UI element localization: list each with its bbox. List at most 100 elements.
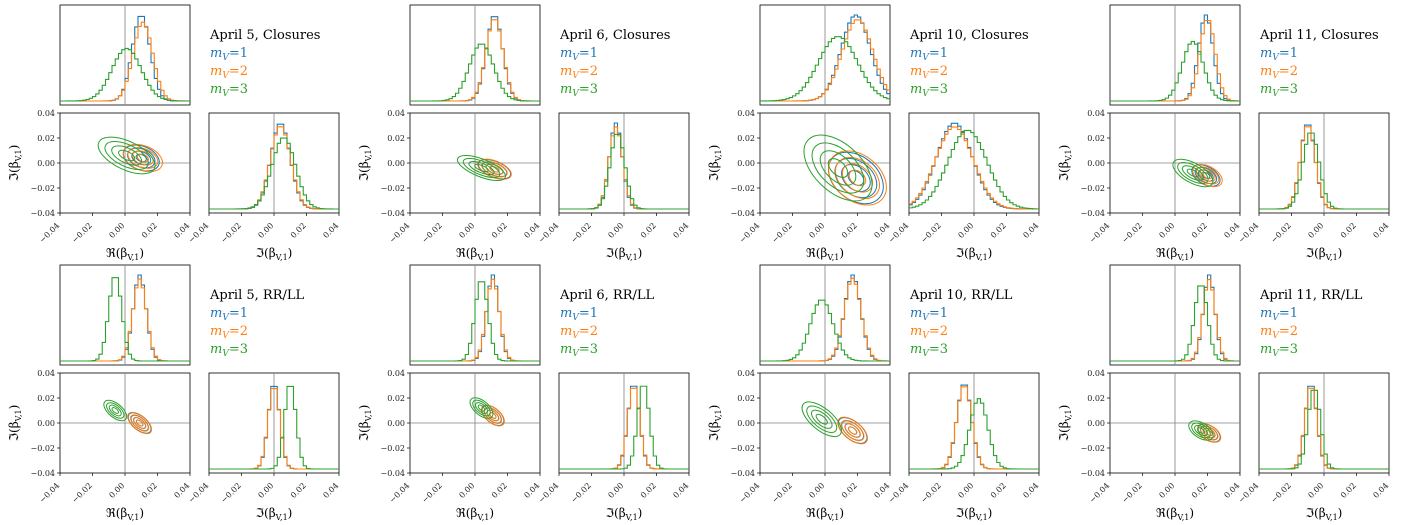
contour-level <box>811 142 865 194</box>
contour-level <box>1194 166 1218 185</box>
joint-contours <box>60 113 190 213</box>
x-tick-label: −0.02 <box>420 221 444 245</box>
y-tick-label: −0.02 <box>30 184 55 193</box>
y-tick-label: 0.04 <box>737 369 755 378</box>
x-tick-label: −0.04 <box>887 481 911 505</box>
x-tick-label: −0.04 <box>1237 221 1261 245</box>
x-tick-label: −0.02 <box>569 481 593 505</box>
contour-level <box>815 413 828 425</box>
panel-title: April 11, Closures <box>1259 28 1379 43</box>
x-tick-label: −0.02 <box>219 481 243 505</box>
y-axis-label: ℑ(βV,1) <box>707 405 723 442</box>
legend-entry: mV=1 <box>560 306 598 323</box>
x-tick-label: 0.00 <box>256 481 275 500</box>
x-tick-label: −0.02 <box>569 221 593 245</box>
x-tick-label: −0.04 <box>388 221 412 245</box>
y-tick-label: 0.00 <box>387 159 405 168</box>
x-tick-label: 0.00 <box>807 481 826 500</box>
x-tick-label: 0.00 <box>956 481 975 500</box>
x-tick-label: −0.04 <box>1088 221 1112 245</box>
contour-level <box>106 402 125 419</box>
y-tick-label: −0.02 <box>1080 444 1105 453</box>
histogram-im <box>559 385 689 470</box>
x-tick-label: 0.02 <box>639 221 658 240</box>
x-tick-label: −0.02 <box>1269 481 1293 505</box>
x-tick-label: 0.04 <box>671 481 690 500</box>
y-axis-label: ℑ(βV,1) <box>7 405 23 442</box>
y-tick-label: −0.04 <box>1080 469 1105 478</box>
legend-entry: mV=2 <box>910 64 948 81</box>
y-tick-label: 0.00 <box>737 159 755 168</box>
contour-level <box>1194 424 1208 437</box>
contour-level <box>840 419 865 442</box>
x-tick-label: 0.02 <box>639 481 658 500</box>
x-tick-label: −0.02 <box>1120 481 1144 505</box>
x-tick-label: 0.00 <box>107 481 126 500</box>
x-tick-label: 0.02 <box>289 481 308 500</box>
contour-level <box>827 158 849 178</box>
x-axis-label: ℑ(βV,1) <box>256 246 293 262</box>
contour-level <box>1197 423 1222 443</box>
corner-panel: April 10, Closures mV=1mV=2mV=3 −0.04 −0.04… <box>707 4 1040 262</box>
y-tick-label: 0.02 <box>387 394 405 403</box>
y-tick-label: 0.00 <box>737 419 755 428</box>
joint-contours <box>1110 113 1240 213</box>
corner-panel: April 11, Closures mV=1mV=2mV=3 −0.04 −0.04… <box>1057 4 1390 262</box>
contour-level <box>108 404 122 417</box>
x-tick-label: 0.00 <box>107 221 126 240</box>
x-tick-label: −0.02 <box>919 221 943 245</box>
y-tick-label: −0.04 <box>30 209 55 218</box>
x-tick-label: −0.02 <box>70 221 94 245</box>
legend-entry: mV=2 <box>560 64 598 81</box>
x-tick-label: 0.04 <box>1021 221 1040 240</box>
y-tick-label: −0.04 <box>730 209 755 218</box>
x-tick-label: 0.02 <box>140 221 159 240</box>
y-axis-label: ℑ(βV,1) <box>7 145 23 182</box>
y-tick-label: 0.00 <box>387 419 405 428</box>
histogram-re <box>760 36 890 102</box>
legend-entry: mV=3 <box>1260 342 1298 359</box>
joint-contours <box>760 373 890 473</box>
x-tick-label: −0.04 <box>537 221 561 245</box>
x-axis-label: ℑ(βV,1) <box>1306 246 1343 262</box>
x-tick-label: 0.04 <box>1371 221 1390 240</box>
x-tick-label: −0.04 <box>1088 481 1112 505</box>
x-axis-label: ℜ(βV,1) <box>106 246 144 262</box>
x-axis-label: ℜ(βV,1) <box>806 246 844 262</box>
x-tick-label: 0.00 <box>1306 221 1325 240</box>
x-tick-label: 0.02 <box>1190 221 1209 240</box>
contour-level <box>469 397 494 419</box>
contour-level <box>810 409 833 429</box>
contour-level <box>801 401 842 438</box>
legend-entry: mV=1 <box>210 306 248 323</box>
x-axis-label: ℜ(βV,1) <box>106 506 144 522</box>
legend-entry: mV=3 <box>210 82 248 99</box>
x-axis-label: ℜ(βV,1) <box>456 506 494 522</box>
contour-level <box>1188 420 1214 441</box>
histogram-re <box>1110 40 1240 102</box>
corner-panel: April 6, RR/LL mV=1mV=2mV=3 −0.04 −0.04 −0.0… <box>357 264 690 522</box>
histogram-re <box>760 299 890 362</box>
contour-level <box>806 405 838 433</box>
histogram-im <box>1259 389 1389 470</box>
x-tick-label: −0.04 <box>738 481 762 505</box>
contour-level <box>803 134 873 202</box>
y-tick-label: 0.04 <box>37 109 55 118</box>
x-tick-label: −0.04 <box>388 481 412 505</box>
panel-title: April 5, Closures <box>209 28 320 43</box>
x-axis-label: ℑ(βV,1) <box>1306 506 1343 522</box>
contour-level <box>135 419 144 427</box>
contour-level <box>1205 429 1213 437</box>
joint-contours <box>60 373 190 473</box>
y-tick-label: 0.00 <box>37 419 55 428</box>
y-tick-label: 0.02 <box>1087 394 1105 403</box>
corner-panel: April 11, RR/LL mV=1mV=2mV=3 −0.04 −0.04 −0.… <box>1057 264 1390 522</box>
x-tick-label: 0.02 <box>490 221 509 240</box>
x-tick-label: 0.02 <box>1339 481 1358 500</box>
y-axis-label: ℑ(βV,1) <box>357 405 373 442</box>
y-tick-label: −0.04 <box>1080 209 1105 218</box>
contour-level <box>474 163 489 173</box>
y-tick-label: 0.02 <box>737 394 755 403</box>
y-axis-label: ℑ(βV,1) <box>707 145 723 182</box>
